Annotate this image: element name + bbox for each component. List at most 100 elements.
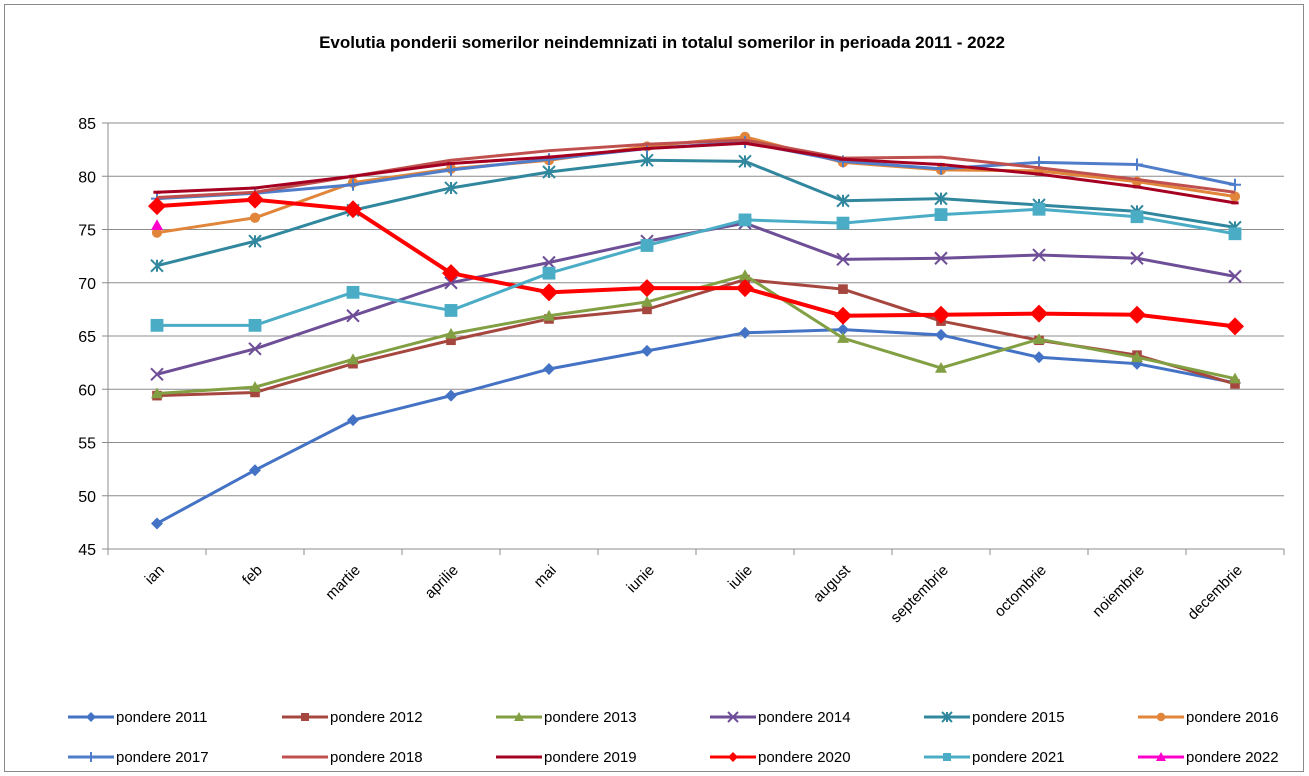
series-pondere-2021 — [150, 202, 1242, 332]
data-point — [1030, 304, 1048, 323]
data-point — [738, 213, 752, 227]
legend-item: pondere 2020 — [710, 749, 851, 766]
data-point — [1130, 251, 1144, 265]
data-point — [540, 283, 558, 302]
data-point — [151, 387, 163, 399]
data-point — [638, 279, 656, 298]
data-point — [150, 367, 164, 382]
legend-item: pondere 2015 — [924, 709, 1065, 726]
x-category-label: octombrie — [991, 562, 1050, 621]
data-point — [932, 305, 950, 324]
data-point — [151, 227, 163, 238]
data-point — [641, 295, 653, 307]
data-point — [543, 363, 555, 376]
legend-label: pondere 2017 — [116, 749, 209, 766]
legend-label: pondere 2012 — [330, 709, 423, 726]
data-point — [346, 285, 360, 299]
data-point — [640, 153, 654, 167]
series-line — [156, 197, 1236, 329]
data-point — [248, 318, 262, 332]
data-point — [444, 276, 458, 290]
data-point — [642, 304, 652, 315]
series-pondere-2022 — [151, 219, 163, 231]
x-category-label: august — [810, 561, 854, 605]
data-point — [444, 181, 458, 195]
series-line — [156, 328, 1236, 525]
legend-marker — [1156, 712, 1166, 722]
series-lines — [148, 131, 1244, 530]
series-pondere-2012 — [152, 274, 1240, 401]
data-point — [836, 216, 850, 230]
x-category-label: martie — [322, 562, 363, 603]
data-point — [445, 389, 457, 402]
y-tick-label: 60 — [78, 382, 96, 399]
data-point — [837, 332, 849, 343]
data-point — [1230, 379, 1240, 389]
data-point — [249, 212, 261, 223]
data-point — [1228, 227, 1242, 241]
x-category-label: mai — [531, 562, 560, 591]
series-pondere-2019 — [153, 141, 1239, 205]
legend-label: pondere 2019 — [544, 749, 637, 766]
legend-item: pondere 2022 — [1138, 749, 1279, 766]
data-point — [148, 197, 166, 216]
data-point — [543, 153, 555, 166]
data-point — [736, 279, 754, 298]
y-tick-label: 45 — [78, 542, 96, 559]
legend-marker — [301, 713, 309, 721]
legend-label: pondere 2018 — [330, 749, 423, 766]
data-point — [542, 255, 556, 270]
legend-label: pondere 2015 — [972, 709, 1065, 726]
series-line — [156, 278, 1236, 398]
data-point — [250, 387, 260, 398]
data-point — [1131, 351, 1143, 363]
y-tick-label: 65 — [78, 329, 96, 346]
data-point — [249, 464, 261, 477]
legend-item: pondere 2018 — [282, 749, 423, 766]
data-point — [934, 208, 948, 221]
y-tick-label: 80 — [78, 169, 96, 186]
data-point — [837, 323, 849, 336]
data-point — [934, 251, 948, 265]
data-point — [1229, 178, 1241, 191]
x-category-label: feb — [239, 562, 266, 589]
legend-item: pondere 2021 — [924, 749, 1065, 766]
legend-item: pondere 2011 — [68, 709, 207, 726]
chart-title: Evolutia ponderii somerilor neindemnizat… — [319, 33, 1005, 52]
data-point — [444, 304, 458, 317]
data-point — [248, 342, 262, 356]
data-point — [347, 178, 359, 191]
y-tick-label: 70 — [78, 276, 96, 293]
data-point — [1032, 248, 1046, 262]
data-point — [1229, 191, 1241, 202]
data-point — [935, 361, 947, 373]
legend: pondere 2011 pondere 2012 pondere 2013 pond… — [68, 709, 1279, 766]
series-line — [156, 135, 1236, 235]
legend-marker — [728, 752, 738, 762]
x-category-label: decembrie — [1184, 562, 1246, 624]
data-point — [640, 239, 654, 252]
data-point — [738, 154, 752, 169]
data-point — [834, 306, 852, 325]
data-point — [1032, 202, 1046, 216]
x-category-label: noiembrie — [1089, 562, 1148, 621]
series-pondere-2011 — [151, 323, 1241, 530]
data-point — [1131, 158, 1143, 171]
data-point — [442, 264, 460, 283]
legend-item: pondere 2012 — [282, 709, 423, 726]
data-point — [151, 517, 163, 530]
series-pondere-2020 — [148, 190, 1244, 336]
data-point — [1228, 269, 1242, 284]
y-tick-label: 85 — [78, 116, 96, 133]
data-point — [1226, 317, 1244, 336]
x-category-label: ian — [142, 562, 168, 588]
data-point — [1033, 351, 1045, 364]
data-point — [344, 200, 362, 219]
x-category-label: septembrie — [887, 562, 951, 626]
y-tick-label: 55 — [78, 436, 96, 453]
data-point — [446, 335, 456, 346]
data-point — [641, 344, 653, 357]
legend-marker — [514, 712, 524, 721]
legend-label: pondere 2016 — [1186, 709, 1279, 726]
series-line — [156, 141, 1236, 205]
